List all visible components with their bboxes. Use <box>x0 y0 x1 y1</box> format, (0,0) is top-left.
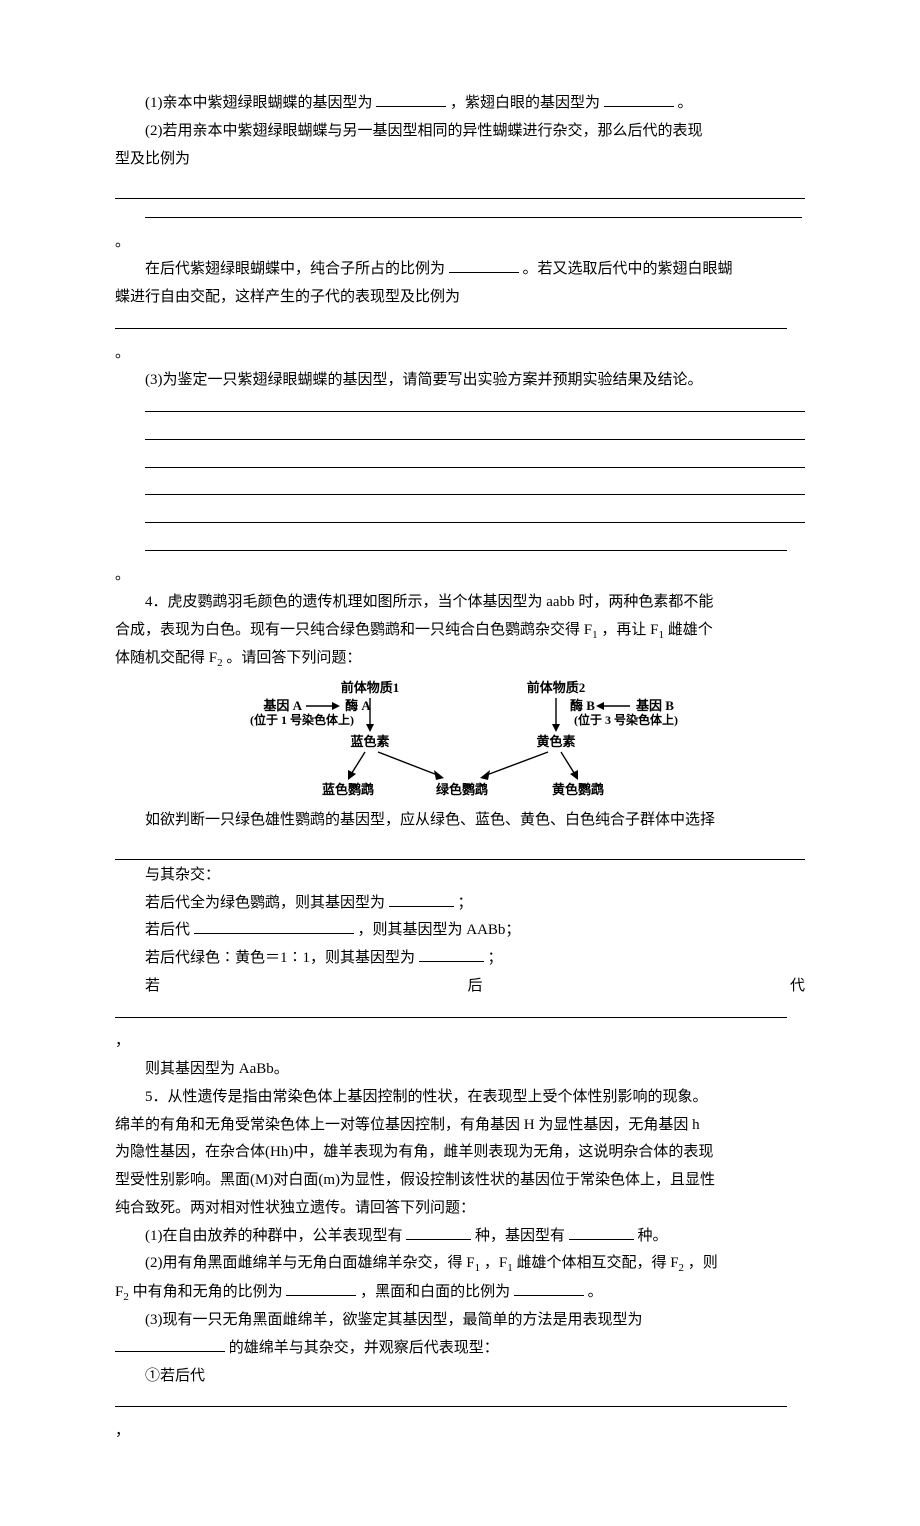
d-pre1: 前体物质1 <box>341 680 400 695</box>
q4-after: 如欲判断一只绿色雄性鹦鹉的基因型，应从绿色、蓝色、黄色、白色纯合子群体中选择 <box>115 807 805 835</box>
q4-after-t: 如欲判断一只绿色雄性鹦鹉的基因型，应从绿色、蓝色、黄色、白色纯合子群体中选择 <box>145 812 715 828</box>
q4-r4l: 若 <box>145 978 312 994</box>
q5-p3: 为隐性基因，在杂合体(Hh)中，雄羊表现为有角，雌羊则表现为无角，这说明杂合体的… <box>115 1139 805 1167</box>
q4-cross-t: 与其杂交： <box>145 867 220 883</box>
q2-tail1: 。 <box>115 234 130 250</box>
q4-r5: 则其基因型为 AaBb。 <box>115 1056 805 1084</box>
q5-p2: 绵羊的有角和无角受常染色体上一对等位基因控制，有角基因 H 为显性基因，无角基因… <box>115 1112 805 1140</box>
q4-r3-blank <box>419 946 484 962</box>
q3-blank-6: 。 <box>115 534 805 590</box>
q5-p4: 型受性别影响。黑面(M)对白面(m)为显性，假设控制该性状的基因位于常染色体上，… <box>115 1167 805 1195</box>
q5-p5: 纯合致死。两对相对性状独立遗传。请回答下列问题： <box>115 1195 805 1223</box>
q5-s1-blank2 <box>569 1224 634 1240</box>
q5-s3c: ①若后代 <box>115 1363 805 1391</box>
q5-s3-blank1 <box>115 1336 225 1352</box>
q5-s2b: F2 中有角和无角的比例为 ，黑面和白面的比例为 。 <box>115 1279 805 1307</box>
q4-r2-blank <box>194 918 354 934</box>
d-pre2: 前体物质2 <box>527 680 586 695</box>
d-geneB: 基因 B <box>635 698 674 713</box>
q1-blank-2 <box>604 91 674 107</box>
genetics-diagram: 前体物质1 前体物质2 基因 A 酶 A (位于 1 号染色体上) 酶 B 基因… <box>240 678 680 803</box>
q2-blank-inline-2 <box>145 202 802 218</box>
q4-r4m: 后 <box>468 978 635 994</box>
d-locB: (位于 3 号染色体上) <box>574 712 678 727</box>
q4-head3: 体随机交配得 F2 。请回答下列问题： <box>115 645 805 673</box>
q5-s1: (1)在自由放养的种群中，公羊表现型有 种，基因型有 种。 <box>115 1223 805 1251</box>
q4-r1: 若后代全为绿色鹦鹉，则其基因型为 ； <box>115 890 805 918</box>
q3-blank-2 <box>115 423 805 451</box>
d-locA: (位于 1 号染色体上) <box>250 712 354 727</box>
q2-blank-line-2: 。 <box>115 201 805 257</box>
q4-h2a: 合成，表现为白色。现有一只纯合绿色鹦鹉和一只纯合白色鹦鹉杂交得 F <box>115 622 592 638</box>
q2-line2c: 蝶进行自由交配，这样产生的子代的表现型及比例为 <box>115 284 805 312</box>
q4-head1: 4．虎皮鹦鹉羽毛颜色的遗传机理如图所示，当个体基因型为 aabb 时，两种色素都… <box>115 589 805 617</box>
q4-r4: 若 后 代 <box>115 973 805 1001</box>
d-blueP: 蓝色鹦鹉 <box>322 782 374 797</box>
q1-text-b: ，紫翅白眼的基因型为 <box>450 95 600 111</box>
q4-h2b: ，再让 F <box>601 622 658 638</box>
d-yellow: 黄色素 <box>536 734 575 749</box>
q4-r1a: 若后代全为绿色鹦鹉，则其基因型为 <box>145 895 385 911</box>
q2-line1: (2)若用亲本中紫翅绿眼蝴蝶与另一基因型相同的异性蝴蝶进行杂交，那么后代的表现 <box>115 118 805 146</box>
q4-h3a: 体随机交配得 F <box>115 650 217 666</box>
q4-head2: 合成，表现为白色。现有一只纯合绿色鹦鹉和一只纯合白色鹦鹉杂交得 F1 ，再让 F… <box>115 617 805 645</box>
q2-blank-3 <box>449 257 519 273</box>
q5-s3b: 的雄绵羊与其杂交，并观察后代表现型： <box>115 1335 805 1363</box>
q3-blank-4 <box>115 478 805 506</box>
q3-line: (3)为鉴定一只紫翅绿眼蝴蝶的基因型，请简要写出实验方案并预期实验结果及结论。 <box>115 367 805 395</box>
q4-r1b: ； <box>458 895 473 911</box>
q4-h3b: 。请回答下列问题： <box>226 650 361 666</box>
q5-s2a: (2)用有角黑面雌绵羊与无角白面雄绵羊杂交，得 F1 ，F1 雌雄个体相互交配，… <box>115 1250 805 1278</box>
q2-tail2: 。 <box>115 345 130 361</box>
d-enzB: 酶 B <box>570 698 595 713</box>
q3-text: (3)为鉴定一只紫翅绿眼蝴蝶的基因型，请简要写出实验方案并预期实验结果及结论。 <box>145 372 703 388</box>
q1-period: 。 <box>678 95 693 111</box>
q4-r4-blank: ， <box>115 1001 805 1057</box>
q4-r3: 若后代绿色∶黄色＝1∶1，则其基因型为 ； <box>115 945 805 973</box>
q3-blank-5 <box>115 506 805 534</box>
q4-r2b: ，则其基因型为 AABb； <box>358 922 521 938</box>
q2-text-2c: 蝶进行自由交配，这样产生的子代的表现型及比例为 <box>115 289 460 305</box>
q2-blank-line-3: 。 <box>115 312 805 368</box>
q5-s3-blank-line: ， <box>115 1390 805 1446</box>
q4-r5-t: 则其基因型为 AaBb。 <box>145 1061 289 1077</box>
d-blue: 蓝色素 <box>350 734 389 749</box>
q2-text-1b: 型及比例为 <box>115 151 190 167</box>
q4-r4r: 代 <box>790 978 805 994</box>
q2-blank-full-1 <box>115 175 805 199</box>
q2-line1b: 型及比例为 <box>115 146 805 174</box>
q4-r3b: ； <box>488 950 503 966</box>
q4-r2: 若后代 ，则其基因型为 AABb； <box>115 917 805 945</box>
q5-s1-blank1 <box>406 1224 471 1240</box>
q4-cross: 与其杂交： <box>115 862 805 890</box>
d-enzA: 酶 A <box>345 698 371 713</box>
q5-s3a: (3)现有一只无角黑面雌绵羊，欲鉴定其基因型，最简单的方法是用表现型为 <box>115 1307 805 1335</box>
q4-h1: 4．虎皮鹦鹉羽毛颜色的遗传机理如图所示，当个体基因型为 aabb 时，两种色素都… <box>145 594 713 610</box>
q2-blank-inline-3 <box>115 313 787 329</box>
q2-text-2a: 在后代紫翅绿眼蝴蝶中，纯合子所占的比例为 <box>145 261 445 277</box>
d-geneA: 基因 A <box>262 698 302 713</box>
q2-text-2b: 。若又选取后代中的紫翅白眼蝴 <box>523 261 733 277</box>
d-yellowP: 黄色鹦鹉 <box>552 782 604 797</box>
q3-tail: 。 <box>115 567 130 583</box>
q1-text-a: (1)亲本中紫翅绿眼蝴蝶的基因型为 <box>145 95 373 111</box>
d-greenP: 绿色鹦鹉 <box>436 782 488 797</box>
q5-s2-blank2 <box>514 1280 584 1296</box>
q4-r3a: 若后代绿色∶黄色＝1∶1，则其基因型为 <box>145 950 415 966</box>
q2-line2: 在后代紫翅绿眼蝴蝶中，纯合子所占的比例为 。若又选取后代中的紫翅白眼蝴 <box>115 256 805 284</box>
document-page: (1)亲本中紫翅绿眼蝴蝶的基因型为 ，紫翅白眼的基因型为 。 (2)若用亲本中紫… <box>0 0 920 1526</box>
q2-text-1a: (2)若用亲本中紫翅绿眼蝴蝶与另一基因型相同的异性蝴蝶进行杂交，那么后代的表现 <box>145 123 703 139</box>
q4-h2c: 雌雄个 <box>668 622 713 638</box>
q3-blank-1 <box>115 395 805 423</box>
q4-r1-blank <box>389 891 454 907</box>
q4-r4-tail: ， <box>115 1033 130 1049</box>
q1-line: (1)亲本中紫翅绿眼蝴蝶的基因型为 ，紫翅白眼的基因型为 。 <box>115 90 805 118</box>
q5-p1: 5．从性遗传是指由常染色体上基因控制的性状，在表现型上受个体性别影响的现象。 <box>115 1084 805 1112</box>
q5-s2-blank1 <box>286 1280 356 1296</box>
q4-r2a: 若后代 <box>145 922 190 938</box>
q4-blank-full <box>115 836 805 860</box>
q3-blank-3 <box>115 451 805 479</box>
q1-blank-1 <box>376 91 446 107</box>
